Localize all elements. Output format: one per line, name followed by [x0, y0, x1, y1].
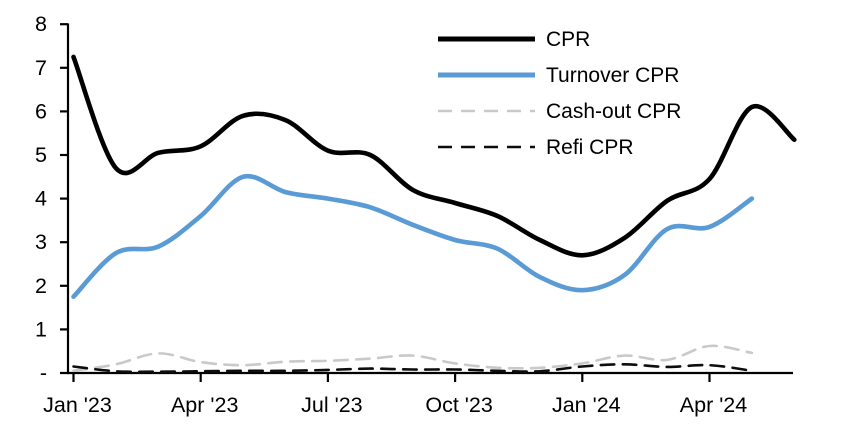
x-tick-label: Jan '24 — [552, 393, 621, 417]
x-tick-label: Apr '24 — [680, 393, 747, 417]
y-tick-label: 5 — [35, 143, 47, 167]
legend-label: Refi CPR — [546, 135, 634, 159]
legend-line-sample — [438, 145, 535, 149]
series-line-turnover-cpr — [71, 173, 755, 299]
y-tick-label: 3 — [35, 230, 47, 254]
y-tick-label: 4 — [35, 187, 47, 211]
series-line-refi-cpr — [72, 362, 754, 374]
legend-item: Cash-out CPR — [437, 93, 681, 129]
y-tick-label: 1 — [35, 317, 47, 341]
legend-item: Turnover CPR — [437, 57, 681, 93]
chart-legend: CPR Turnover CPR Cash-out CPR Refi CPR — [437, 21, 681, 165]
legend-line-sample — [438, 36, 535, 42]
series-line-cash-out-cpr — [72, 344, 754, 373]
y-tick-label: 6 — [35, 99, 47, 123]
series-line-cpr — [71, 54, 797, 258]
legend-item: CPR — [437, 21, 681, 57]
legend-line-sample — [438, 109, 535, 113]
x-tick-label: Apr '23 — [171, 393, 238, 417]
x-tick-label: Jul '23 — [301, 393, 363, 417]
legend-label: Cash-out CPR — [546, 99, 682, 123]
legend-label: Turnover CPR — [546, 63, 680, 87]
y-tick-label: 8 — [35, 12, 47, 36]
legend-item: Refi CPR — [437, 129, 681, 165]
y-tick-label: 7 — [35, 56, 47, 80]
y-tick-label: 2 — [35, 274, 47, 298]
x-tick-label: Jan '23 — [43, 393, 112, 417]
y-tick-label: - — [40, 361, 47, 385]
legend-label: CPR — [546, 27, 591, 51]
x-tick-label: Oct '23 — [425, 393, 492, 417]
legend-line-sample — [438, 72, 535, 78]
